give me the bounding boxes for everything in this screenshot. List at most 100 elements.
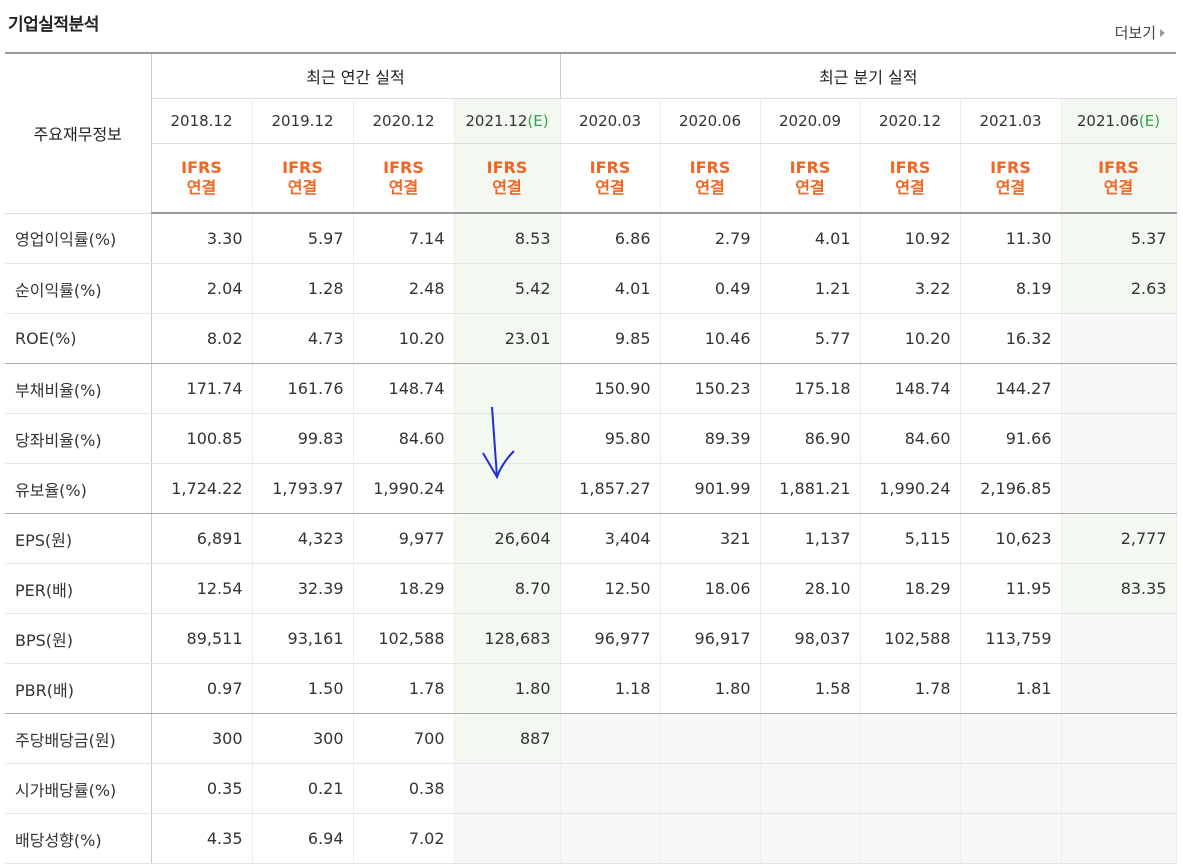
- cell-value: 91.66: [1005, 429, 1052, 448]
- table-cell: 83.35: [1061, 563, 1177, 614]
- table-cell: [660, 813, 761, 864]
- table-cell: 9.85: [559, 313, 661, 364]
- accounting-standard: IFRS 연결: [353, 143, 455, 214]
- section-title: 기업실적분석: [8, 15, 99, 35]
- group-annual: 최근 연간 실적: [151, 52, 560, 99]
- table-cell: 1,793.97: [252, 463, 354, 514]
- cell-value: 10.46: [704, 329, 751, 348]
- cell-value: 901.99: [694, 479, 751, 498]
- cell-value: 144.27: [995, 379, 1052, 398]
- cell-value: 2.48: [408, 279, 445, 298]
- standard-line2: 연결: [795, 178, 825, 197]
- table-cell: 321: [660, 513, 761, 564]
- table-row: PBR(배) 0.97 1.50 1.78 1.80 1.18 1.80 1.58 1.78 1.…: [5, 663, 1177, 714]
- table-cell: 1.81: [960, 663, 1062, 714]
- table-cell: 102,588: [353, 613, 455, 664]
- table-cell: 4.73: [252, 313, 354, 364]
- table-cell: 100.85: [151, 413, 253, 464]
- period-header: 2021.12(E): [454, 98, 561, 144]
- cell-value: 8.70: [514, 579, 551, 598]
- table-cell: 8.70: [454, 563, 561, 614]
- table-cell: 1.18: [559, 663, 661, 714]
- table-cell: 2,196.85: [960, 463, 1062, 514]
- accounting-standard: IFRS 연결: [559, 143, 661, 214]
- period-date: 2019.12: [271, 112, 334, 130]
- row-label: EPS(원): [5, 513, 152, 564]
- table-cell: 95.80: [559, 413, 661, 464]
- table-cell: 10,623: [960, 513, 1062, 564]
- table-cell: [860, 813, 961, 864]
- cell-value: 11.30: [1005, 229, 1052, 248]
- standard-line1: IFRS: [789, 158, 831, 177]
- cell-value: 150.23: [694, 379, 751, 398]
- table-cell: 1,990.24: [353, 463, 455, 514]
- table-cell: 2.48: [353, 263, 455, 314]
- table-cell: 11.30: [960, 213, 1062, 264]
- table-cell: 8.02: [151, 313, 253, 364]
- table-cell: [1061, 613, 1177, 664]
- table-row: 주당배당금(원) 300 300 700 887: [5, 713, 1177, 764]
- table-cell: 113,759: [960, 613, 1062, 664]
- table-row: 영업이익률(%) 3.30 5.97 7.14 8.53 6.86 2.79 4.01 10.9…: [5, 213, 1177, 264]
- standard-line2: 연결: [595, 178, 625, 197]
- table-cell: 7.02: [353, 813, 455, 864]
- table-cell: [960, 813, 1062, 864]
- table-cell: 1.21: [760, 263, 861, 314]
- table-cell: 1,724.22: [151, 463, 253, 514]
- period-date: 2020.03: [578, 112, 642, 130]
- cell-value: 6.86: [614, 229, 651, 248]
- cell-value: 9.85: [614, 329, 651, 348]
- period-header: 2020.12: [860, 98, 961, 144]
- cell-value: 113,759: [985, 629, 1052, 648]
- table-cell: 1.78: [860, 663, 961, 714]
- table-cell: [454, 463, 561, 514]
- row-label: BPS(원): [5, 613, 152, 664]
- table-cell: 1,137: [760, 513, 861, 564]
- table-cell: [660, 763, 761, 814]
- table-cell: 6.86: [559, 213, 661, 264]
- cell-value: 3.30: [206, 229, 243, 248]
- standard-line2: 연결: [287, 178, 318, 197]
- cell-value: 1,990.24: [879, 479, 951, 498]
- period-date: 2020.12: [372, 112, 435, 130]
- table-cell: [454, 413, 561, 464]
- cell-value: 26,604: [494, 529, 551, 548]
- table-cell: 0.38: [353, 763, 455, 814]
- standard-line2: 연결: [1103, 178, 1134, 197]
- standard-line2: 연결: [695, 178, 725, 197]
- cell-value: 83.35: [1120, 579, 1167, 598]
- cell-value: 171.74: [186, 379, 243, 398]
- table-cell: 16.32: [960, 313, 1062, 364]
- accounting-standard: IFRS 연결: [1061, 143, 1177, 214]
- table-cell: 28.10: [760, 563, 861, 614]
- more-link[interactable]: 더보기: [1115, 22, 1165, 43]
- accounting-standard: IFRS 연결: [151, 143, 253, 214]
- cell-value: 95.80: [604, 429, 651, 448]
- table-cell: 23.01: [454, 313, 561, 364]
- table-cell: 8.19: [960, 263, 1062, 314]
- table-cell: 148.74: [353, 363, 455, 414]
- cell-value: 1,881.21: [779, 479, 851, 498]
- table-cell: 0.35: [151, 763, 253, 814]
- table-cell: 4.01: [760, 213, 861, 264]
- row-header-label: 주요재무정보: [5, 52, 152, 214]
- table-cell: [1061, 313, 1177, 364]
- cell-value: 4.01: [814, 229, 851, 248]
- estimate-marker: (E): [527, 112, 549, 130]
- cell-value: 1,137: [804, 529, 851, 548]
- cell-value: 8.53: [514, 229, 551, 248]
- standard-line1: IFRS: [990, 158, 1031, 177]
- table-cell: [1061, 663, 1177, 714]
- table-cell: 144.27: [960, 363, 1062, 414]
- cell-value: 161.76: [287, 379, 344, 398]
- cell-value: 2,196.85: [980, 479, 1052, 498]
- table-cell: 1.80: [454, 663, 561, 714]
- table-row: 부채비율(%) 171.74 161.76 148.74 150.90 150.23 175…: [5, 363, 1177, 414]
- cell-value: 1.18: [614, 679, 651, 698]
- table-cell: 96,917: [660, 613, 761, 664]
- row-label: PER(배): [5, 563, 152, 614]
- table-cell: 300: [252, 713, 354, 764]
- cell-value: 0.21: [307, 779, 344, 798]
- period-date: 2018.12: [170, 112, 233, 130]
- table-cell: 3.30: [151, 213, 253, 264]
